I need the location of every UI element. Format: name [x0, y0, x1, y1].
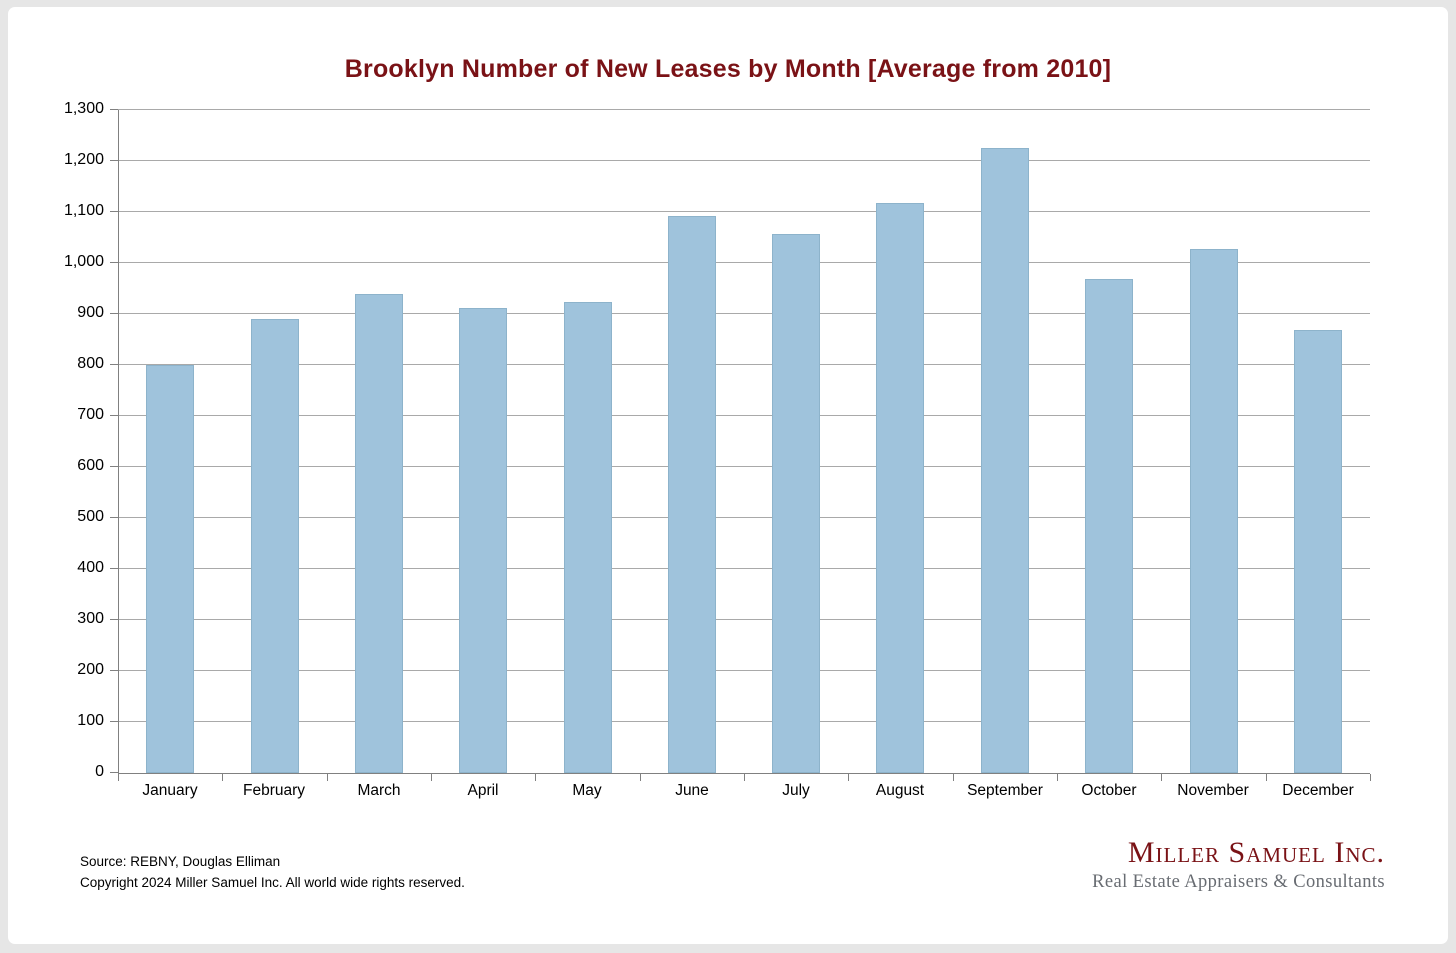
gridline-800 [118, 364, 1370, 365]
x-axis-label-august: August [875, 782, 925, 799]
x-axis-label-september: September [967, 782, 1043, 799]
y-tick-1000 [110, 262, 118, 263]
bar-april [459, 308, 507, 773]
y-tick-0 [110, 772, 118, 773]
x-axis-label-april: April [467, 782, 499, 799]
bar-february [251, 319, 299, 773]
gridline-200 [118, 670, 1370, 671]
x-tick-3 [431, 774, 432, 781]
y-axis-label-1000: 1,000 [63, 253, 104, 270]
y-tick-600 [110, 466, 118, 467]
y-axis-label-600: 600 [77, 457, 104, 474]
x-tick-8 [953, 774, 954, 781]
bar-november [1190, 249, 1238, 773]
gridline-1000 [118, 262, 1370, 263]
x-tick-9 [1057, 774, 1058, 781]
y-axis-label-100: 100 [77, 712, 104, 729]
x-tick-6 [744, 774, 745, 781]
y-axis-label-800: 800 [77, 355, 104, 372]
y-axis-label-500: 500 [77, 508, 104, 525]
gridline-500 [118, 517, 1370, 518]
x-axis-label-january: January [142, 782, 198, 799]
bar-march [355, 294, 403, 773]
y-axis-label-0: 0 [95, 763, 104, 780]
x-tick-0 [118, 774, 119, 781]
y-axis-label-1100: 1,100 [63, 202, 104, 219]
x-axis-label-october: October [1081, 782, 1137, 799]
bar-may [564, 302, 612, 773]
gridline-300 [118, 619, 1370, 620]
bar-july [772, 234, 820, 773]
y-axis-label-1300: 1,300 [63, 100, 104, 117]
y-axis-label-200: 200 [77, 661, 104, 678]
x-axis-label-february: February [242, 782, 306, 799]
footer-source: Source: REBNY, Douglas Elliman Copyright… [80, 851, 465, 893]
x-axis-label-june: June [675, 782, 709, 799]
x-axis-label-may: May [572, 782, 602, 799]
y-tick-1200 [110, 160, 118, 161]
logo-company-name: Miller Samuel Inc. [1127, 836, 1385, 869]
x-axis-line [118, 773, 1370, 774]
x-axis-label-november: November [1177, 782, 1249, 799]
gridline-900 [118, 313, 1370, 314]
bar-december [1294, 330, 1342, 773]
y-axis-label-700: 700 [77, 406, 104, 423]
x-tick-1 [222, 774, 223, 781]
gridline-400 [118, 568, 1370, 569]
source-line: Source: REBNY, Douglas Elliman [80, 854, 281, 869]
gridline-700 [118, 415, 1370, 416]
x-axis-label-march: March [357, 782, 401, 799]
x-tick-5 [640, 774, 641, 781]
bar-january [146, 365, 194, 773]
bar-june [668, 216, 716, 773]
y-axis-label-1200: 1,200 [63, 151, 104, 168]
y-axis-line [118, 110, 119, 773]
x-tick-7 [848, 774, 849, 781]
gridline-100 [118, 721, 1370, 722]
y-tick-700 [110, 415, 118, 416]
miller-samuel-logo: Miller Samuel Inc. Real Estate Appraiser… [1092, 836, 1385, 894]
x-axis-label-july: July [782, 782, 810, 799]
bar-october [1085, 279, 1133, 773]
copyright-line: Copyright 2024 Miller Samuel Inc. All wo… [80, 875, 465, 890]
logo-tagline: Real Estate Appraisers & Consultants [1092, 872, 1385, 892]
y-tick-1300 [110, 109, 118, 110]
x-axis-label-december: December [1282, 782, 1354, 799]
y-tick-500 [110, 517, 118, 518]
y-axis-label-400: 400 [77, 559, 104, 576]
gridline-600 [118, 466, 1370, 467]
y-tick-1100 [110, 211, 118, 212]
y-axis-label-900: 900 [77, 304, 104, 321]
gridline-1300 [118, 109, 1370, 110]
gridline-1100 [118, 211, 1370, 212]
x-tick-11 [1266, 774, 1267, 781]
y-tick-400 [110, 568, 118, 569]
y-tick-900 [110, 313, 118, 314]
y-axis-label-300: 300 [77, 610, 104, 627]
y-tick-300 [110, 619, 118, 620]
bar-september [981, 148, 1029, 773]
y-tick-100 [110, 721, 118, 722]
x-tick-10 [1161, 774, 1162, 781]
y-tick-800 [110, 364, 118, 365]
gridline-1200 [118, 160, 1370, 161]
x-tick-12 [1370, 774, 1371, 781]
plot-area [110, 109, 1371, 781]
chart-title: Brooklyn Number of New Leases by Month [… [344, 55, 1112, 83]
x-tick-2 [327, 774, 328, 781]
x-tick-4 [535, 774, 536, 781]
y-tick-200 [110, 670, 118, 671]
bar-august [876, 203, 924, 773]
